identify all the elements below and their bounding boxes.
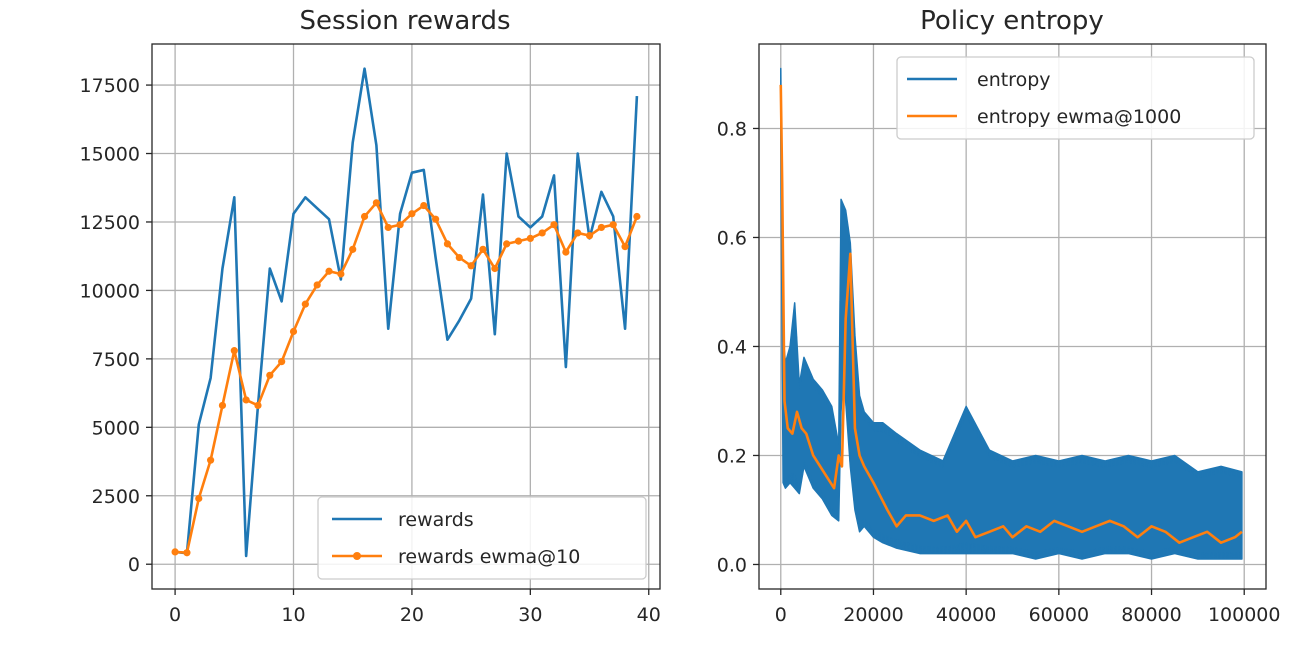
series-rewards-ewma-10-point [443,240,452,248]
legend-marker-rewards-ewma [353,552,361,560]
series-rewards-ewma-10-point [195,494,203,503]
series-rewards-ewma-10-point [396,221,404,229]
axis-ticks: 0 20000 40000 60000 80000 100000 0.0 0.2 0.4 0.6 0… [717,118,1281,626]
series-rewards-ewma-10-point [479,245,487,253]
plot-frame [758,43,1267,590]
series-rewards-ewma-10-point [230,347,238,355]
legend-label-entropy: entropy [977,69,1051,91]
series-rewards-ewma-10-point [562,248,570,256]
series-rewards-ewma-10-point [289,327,298,336]
series-rewards-ewma-10-point [455,253,463,262]
series-rewards-ewma-10-point [550,221,558,229]
series-rewards-ewma-10-point [597,223,605,232]
series-entropy-ewma-1000-line [779,84,1243,544]
series-rewards-ewma-10-point [301,300,309,308]
x-tick-label: 100000 [1208,604,1281,626]
series-rewards-ewma-10-point [218,401,227,410]
series-rewards-ewma-10-point [325,267,333,275]
series-rewards-ewma-10-point [585,232,594,240]
series-rewards-line [174,67,639,558]
legend-label-rewards-ewma: rewards ewma@10 [398,546,580,568]
x-tick-label: 20000 [843,604,903,626]
series-rewards-ewma-10-point [337,270,345,278]
session-rewards-chart: Session rewards 0 10 20 30 40 0 2500 5000 7500 10… [80,6,661,626]
series-rewards-ewma-10-point [313,281,321,289]
y-tick-label: 0.0 [717,554,747,576]
legend-label-entropy-ewma: entropy ewma@1000 [977,106,1181,128]
x-tick-label: 40000 [936,604,996,626]
series-rewards-ewma-10-point [242,396,250,404]
series-rewards-ewma-10-point [384,223,392,232]
series-rewards-ewma-10-point [349,245,357,253]
y-tick-label: 0.4 [717,336,747,358]
series-rewards-ewma-10-point [372,199,380,207]
series-rewards-ewma-10-point [538,229,546,237]
legend-label-rewards: rewards [398,509,474,531]
series-rewards-ewma-10-point [574,229,582,237]
y-tick-label: 0 [128,554,140,576]
series-rewards-ewma-10-point [609,221,617,229]
plot-frame [151,43,661,590]
series-layer [779,67,1243,560]
x-tick-label: 10 [281,604,305,626]
series-rewards-ewma-10-point [420,201,428,210]
legend: entropy entropy ewma@1000 [896,56,1255,140]
series-rewards-ewma-10-point [503,240,511,248]
series-rewards-ewma-10-point [633,212,641,221]
x-tick-label: 60000 [1029,604,1089,626]
y-tick-label: 0.8 [717,118,747,140]
series-rewards-ewma-10-point [171,548,179,556]
series-rewards-ewma-10-point [526,234,534,242]
chart-title: Policy entropy [920,6,1104,36]
x-tick-label: 0 [169,604,181,626]
legend-box [896,56,1255,140]
y-tick-label: 2500 [92,486,140,508]
series-rewards-ewma-10-point [207,456,215,464]
y-tick-label: 7500 [92,349,140,371]
series-rewards-ewma-10-point [491,264,499,273]
series-rewards-ewma-10-point [278,358,286,366]
y-tick-label: 10000 [80,280,140,302]
chart-title: Session rewards [299,6,510,36]
x-tick-label: 40 [637,604,661,626]
y-tick-label: 5000 [92,417,140,439]
y-tick-label: 12500 [80,212,140,234]
series-rewards-ewma-10-point [266,371,274,379]
series-layer [171,67,641,558]
x-tick-label: 0 [775,604,787,626]
x-tick-label: 80000 [1121,604,1181,626]
legend-box [317,496,647,580]
series-rewards-ewma-10-point [621,243,629,251]
series-rewards-ewma-10-point [432,215,440,223]
series-rewards-ewma-10-point [514,237,523,245]
legend: rewards rewards ewma@10 [317,496,647,580]
y-tick-label: 17500 [80,75,140,97]
policy-entropy-chart: Policy entropy 0 20000 40000 60000 80000 1000… [717,6,1281,626]
y-tick-label: 0.6 [717,227,747,249]
axis-ticks: 0 10 20 30 40 0 2500 5000 7500 10000 12500 15000 175… [80,75,661,626]
series-rewards-ewma-10-point [360,212,369,221]
series-rewards-ewma-10-point [408,210,416,218]
x-tick-label: 30 [518,604,542,626]
series-rewards-ewma-10-point [254,401,262,410]
series-entropy-line [780,68,1243,560]
series-rewards-ewma-10-point [467,262,475,270]
series-rewards-ewma-10-point [183,549,191,557]
series-rewards-ewma-10-line [175,201,639,555]
y-tick-label: 0.2 [717,445,747,467]
x-tick-label: 20 [400,604,424,626]
y-tick-label: 15000 [80,144,140,166]
